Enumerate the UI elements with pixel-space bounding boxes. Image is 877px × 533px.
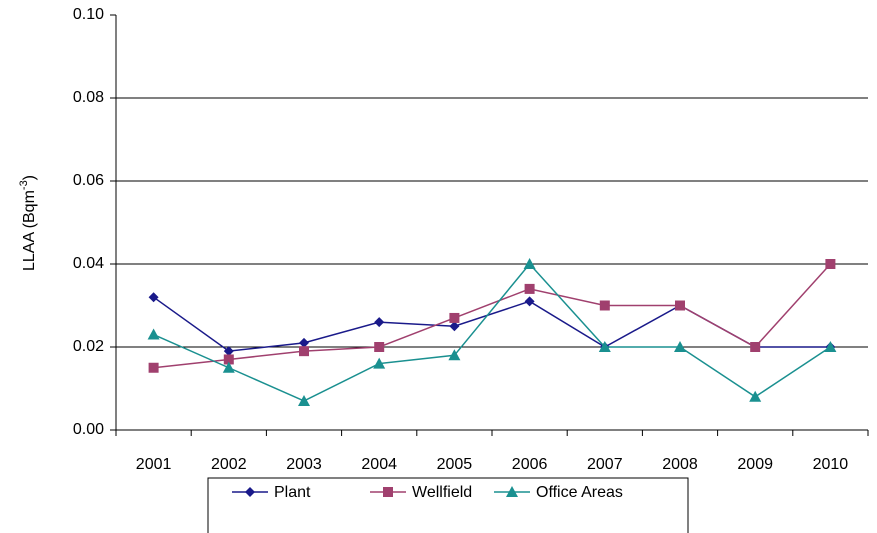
- y-tick-label: 0.02: [73, 338, 104, 355]
- x-tick-label: 2002: [211, 456, 247, 473]
- y-tick-label: 0.06: [73, 172, 104, 189]
- series-line: [153, 263, 831, 369]
- y-axis-label: LLAA (Bqm-3): [18, 175, 38, 271]
- y-label-suffix: ): [21, 175, 38, 180]
- y-tick-label: 0.08: [73, 89, 104, 106]
- marker: [298, 394, 310, 406]
- marker: [449, 321, 460, 332]
- x-tick-label: 2009: [737, 456, 773, 473]
- marker: [674, 341, 686, 352]
- marker: [599, 300, 610, 311]
- x-tick-label: 2006: [512, 456, 548, 473]
- x-tick-label: 2010: [813, 456, 849, 473]
- marker: [675, 300, 685, 311]
- marker: [374, 342, 385, 352]
- marker: [825, 259, 836, 269]
- marker: [598, 341, 611, 352]
- marker: [524, 283, 535, 294]
- x-tick-label: 2005: [437, 456, 473, 473]
- legend-label: Office Areas: [536, 484, 623, 501]
- marker: [449, 312, 460, 323]
- legend: Plant Wellfield Office Areas: [207, 477, 689, 533]
- y-label-sup: -3: [18, 180, 30, 190]
- marker: [523, 258, 536, 269]
- legend-label: Wellfield: [412, 484, 472, 501]
- x-tick-label: 2008: [662, 456, 698, 473]
- marker: [383, 487, 393, 497]
- y-label-text: LLAA (Bqm: [21, 190, 38, 271]
- marker: [245, 487, 255, 497]
- series-line: [153, 262, 831, 402]
- x-tick-label: 2001: [136, 456, 172, 473]
- marker: [448, 349, 461, 361]
- marker: [148, 292, 159, 303]
- marker: [373, 357, 386, 369]
- series-line: [153, 296, 831, 352]
- marker: [750, 342, 761, 352]
- marker: [223, 346, 234, 357]
- marker: [749, 390, 762, 402]
- legend-label: Plant: [274, 484, 311, 501]
- marker: [148, 362, 159, 373]
- marker: [374, 317, 385, 328]
- x-tick-label: 2007: [587, 456, 623, 473]
- marker: [824, 341, 837, 352]
- marker: [506, 486, 518, 497]
- marker: [524, 296, 535, 307]
- x-tick-label: 2003: [286, 456, 322, 473]
- marker: [299, 346, 309, 357]
- y-tick-label: 0.10: [73, 6, 104, 23]
- legend-box: [207, 477, 689, 533]
- y-tick-label: 0.04: [73, 255, 104, 272]
- x-tick-label: 2004: [361, 456, 397, 473]
- y-tick-label: 0.00: [73, 421, 104, 438]
- marker: [222, 361, 235, 373]
- marker: [147, 328, 160, 340]
- marker: [223, 354, 234, 365]
- marker: [299, 337, 309, 348]
